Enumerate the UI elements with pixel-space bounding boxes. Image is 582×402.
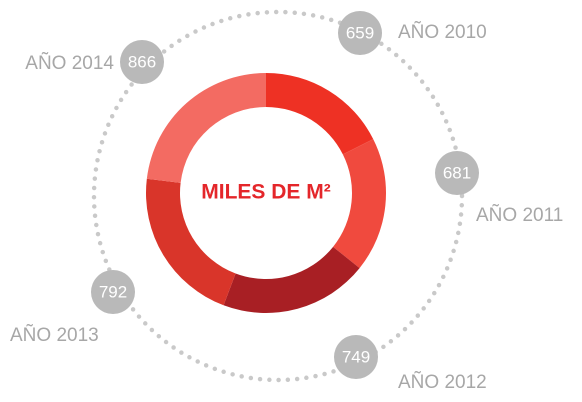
value-badge <box>338 11 382 55</box>
donut-slice <box>223 246 360 313</box>
value-label: 866 <box>128 52 156 71</box>
center-title: MILES DE M² <box>201 181 331 204</box>
value-label: 681 <box>443 163 471 182</box>
year-label: AÑO 2012 <box>398 371 487 393</box>
year-label: AÑO 2013 <box>10 324 99 346</box>
year-label: AÑO 2011 <box>476 204 563 226</box>
value-badge <box>120 40 164 84</box>
year-label: AÑO 2014 <box>25 52 114 74</box>
value-badge <box>91 270 135 314</box>
year-label: AÑO 2010 <box>398 21 487 43</box>
donut-slice <box>333 139 386 269</box>
value-badge <box>334 335 378 379</box>
donut-slice <box>266 73 374 155</box>
donut-slice <box>146 178 236 306</box>
dotted-ring <box>91 9 465 383</box>
value-label: 749 <box>342 347 370 366</box>
donut <box>146 73 386 313</box>
value-label: 792 <box>99 282 127 301</box>
value-badge <box>435 151 479 195</box>
value-label: 659 <box>346 23 374 42</box>
donut-slice <box>146 73 266 183</box>
